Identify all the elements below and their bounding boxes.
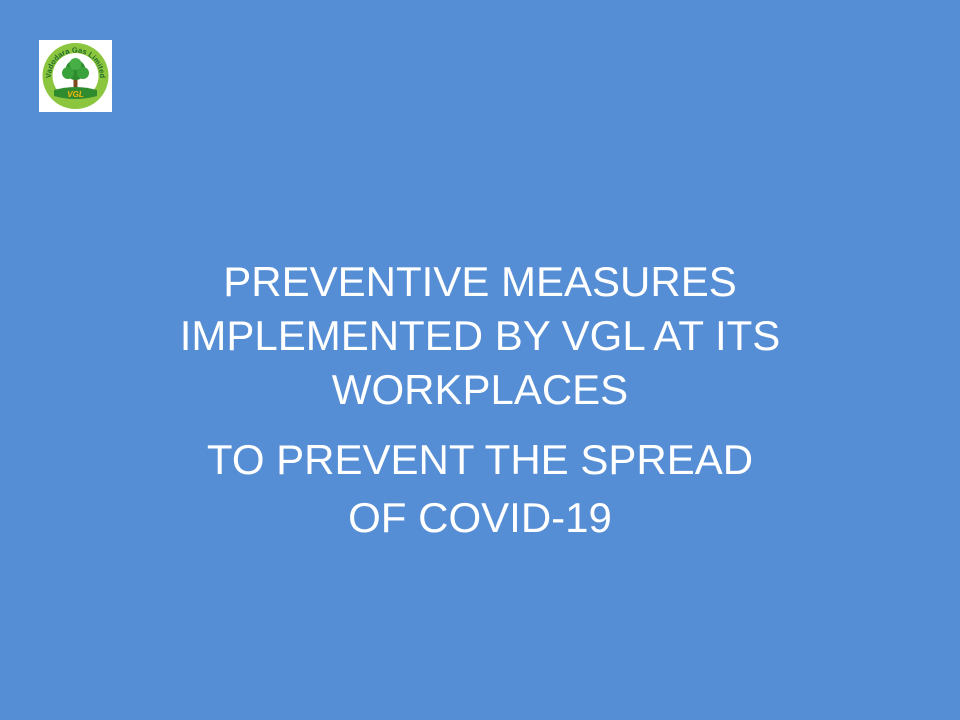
subtitle-line-1: TO PREVENT THE SPREAD [206, 436, 754, 483]
svg-text:VGL: VGL [67, 90, 84, 99]
company-logo: Vadodara Gas Limited VGL [39, 40, 112, 112]
title-line-3: WORKPLACES [331, 366, 629, 413]
subtitle-line-2: OF COVID-19 [348, 494, 612, 541]
vgl-logo-icon: Vadodara Gas Limited VGL [42, 43, 109, 109]
title-line-2: IMPLEMENTED BY VGL AT ITS [179, 312, 781, 359]
title-line-1: PREVENTIVE MEASURES [223, 258, 737, 305]
slide-title: PREVENTIVE MEASURES IMPLEMENTED BY VGL A… [0, 255, 960, 545]
